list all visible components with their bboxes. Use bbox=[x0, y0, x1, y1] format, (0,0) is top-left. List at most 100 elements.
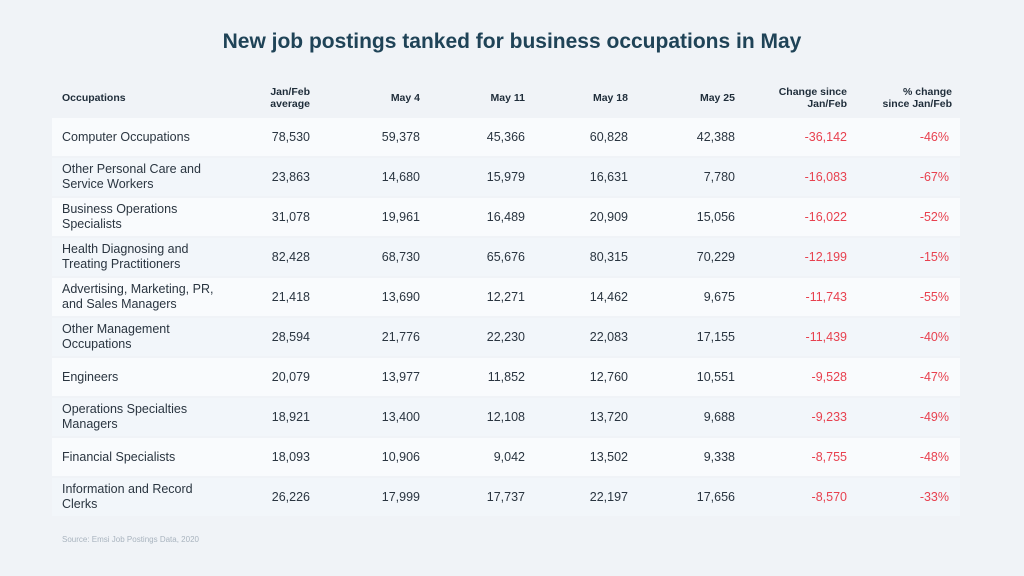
cell-occupation: Business Operations Specialists bbox=[62, 198, 232, 236]
cell-may18: 20,909 bbox=[589, 209, 628, 224]
header-may18: May 18 bbox=[592, 92, 628, 104]
cell-pct: -47% bbox=[919, 369, 949, 384]
cell-pct: -48% bbox=[919, 449, 949, 464]
cell-occupation: Engineers bbox=[62, 358, 232, 396]
header-change-line1: Change since bbox=[778, 86, 847, 98]
occupation-line: Engineers bbox=[62, 369, 119, 384]
cell-may25: 9,688 bbox=[703, 409, 735, 424]
cell-may25: 42,388 bbox=[696, 129, 735, 144]
cell-change: -9,528 bbox=[811, 369, 847, 384]
cell-may18: 60,828 bbox=[589, 129, 628, 144]
cell-occupation: Financial Specialists bbox=[62, 438, 232, 476]
cell-occupation: Advertising, Marketing, PR, and Sales Man… bbox=[62, 278, 232, 316]
occupation-line: Other Personal Care and bbox=[62, 162, 201, 176]
cell-occupation: Operations Specialties Managers bbox=[62, 398, 232, 436]
cell-janfeb: 31,078 bbox=[271, 209, 310, 224]
table-row: Other Management Occupations 28,594 21,776 2… bbox=[52, 318, 960, 358]
cell-may18: 13,720 bbox=[589, 409, 628, 424]
cell-may4: 10,906 bbox=[381, 449, 420, 464]
cell-may25: 17,155 bbox=[696, 329, 735, 344]
cell-may4: 59,378 bbox=[381, 129, 420, 144]
cell-janfeb: 23,863 bbox=[271, 169, 310, 184]
table-header: Occupations Jan/Feb average May 4 May 11 … bbox=[52, 78, 960, 118]
occupation-line: Business Operations bbox=[62, 202, 178, 216]
cell-pct: -52% bbox=[919, 209, 949, 224]
cell-may25: 10,551 bbox=[696, 369, 735, 384]
cell-may25: 15,056 bbox=[696, 209, 735, 224]
header-may4: May 4 bbox=[390, 92, 420, 104]
cell-pct: -46% bbox=[919, 129, 949, 144]
header-janfeb-line1: Jan/Feb bbox=[270, 86, 310, 98]
cell-change: -9,233 bbox=[811, 409, 847, 424]
occupation-line: Computer Occupations bbox=[62, 129, 190, 144]
cell-may25: 70,229 bbox=[696, 249, 735, 264]
cell-pct: -33% bbox=[919, 489, 949, 504]
cell-pct: -49% bbox=[919, 409, 949, 424]
cell-may18: 14,462 bbox=[589, 289, 628, 304]
cell-may25: 9,338 bbox=[703, 449, 735, 464]
occupation-line: Managers bbox=[62, 417, 118, 431]
cell-occupation: Other Personal Care and Service Workers bbox=[62, 158, 232, 196]
header-occupations: Occupations bbox=[62, 92, 126, 104]
cell-janfeb: 18,093 bbox=[271, 449, 310, 464]
header-change-line2: Jan/Feb bbox=[807, 98, 847, 110]
occupation-line: Financial Specialists bbox=[62, 449, 176, 464]
cell-may18: 13,502 bbox=[589, 449, 628, 464]
occupation-line: Specialists bbox=[62, 217, 122, 231]
cell-janfeb: 78,530 bbox=[271, 129, 310, 144]
occupation-line: Advertising, Marketing, PR, bbox=[62, 282, 214, 296]
cell-may11: 65,676 bbox=[486, 249, 525, 264]
cell-may18: 12,760 bbox=[589, 369, 628, 384]
source-note: Source: Emsi Job Postings Data, 2020 bbox=[62, 535, 199, 544]
occupation-line: Occupations bbox=[62, 337, 132, 351]
cell-may11: 15,979 bbox=[486, 169, 525, 184]
header-may25: May 25 bbox=[699, 92, 735, 104]
cell-may11: 17,737 bbox=[486, 489, 525, 504]
header-janfeb-line2: average bbox=[270, 98, 310, 110]
cell-change: -8,570 bbox=[811, 489, 847, 504]
occupation-line: Treating Practitioners bbox=[62, 257, 181, 271]
cell-may11: 12,108 bbox=[486, 409, 525, 424]
cell-pct: -40% bbox=[919, 329, 949, 344]
cell-janfeb: 28,594 bbox=[271, 329, 310, 344]
occupation-line: Health Diagnosing and bbox=[62, 242, 189, 256]
cell-change: -16,022 bbox=[804, 209, 847, 224]
cell-janfeb: 82,428 bbox=[271, 249, 310, 264]
cell-may11: 9,042 bbox=[493, 449, 525, 464]
table-row: Health Diagnosing and Treating Practition… bbox=[52, 238, 960, 278]
cell-may4: 13,400 bbox=[381, 409, 420, 424]
header-pct-line2: since Jan/Feb bbox=[882, 98, 952, 110]
cell-may4: 17,999 bbox=[381, 489, 420, 504]
header-may11: May 11 bbox=[490, 92, 525, 104]
header-janfeb: Jan/Feb average bbox=[232, 78, 310, 118]
cell-may18: 16,631 bbox=[589, 169, 628, 184]
cell-may11: 22,230 bbox=[486, 329, 525, 344]
cell-janfeb: 18,921 bbox=[271, 409, 310, 424]
cell-change: -36,142 bbox=[804, 129, 847, 144]
cell-may18: 22,083 bbox=[589, 329, 628, 344]
cell-pct: -15% bbox=[919, 249, 949, 264]
cell-change: -16,083 bbox=[804, 169, 847, 184]
cell-pct: -67% bbox=[919, 169, 949, 184]
table-row: Other Personal Care and Service Workers 23… bbox=[52, 158, 960, 198]
cell-may4: 13,690 bbox=[381, 289, 420, 304]
cell-may11: 12,271 bbox=[486, 289, 525, 304]
table-row: Financial Specialists 18,093 10,906 9,042 13… bbox=[52, 438, 960, 478]
cell-change: -11,743 bbox=[805, 289, 847, 304]
cell-occupation: Computer Occupations bbox=[62, 118, 232, 156]
occupation-line: Service Workers bbox=[62, 177, 154, 191]
cell-change: -8,755 bbox=[811, 449, 847, 464]
occupation-line: Information and Record bbox=[62, 482, 193, 496]
table-row: Advertising, Marketing, PR, and Sales Man… bbox=[52, 278, 960, 318]
cell-occupation: Other Management Occupations bbox=[62, 318, 232, 356]
cell-occupation: Health Diagnosing and Treating Practition… bbox=[62, 238, 232, 276]
header-pct-line1: % change bbox=[902, 86, 952, 98]
table-row: Business Operations Specialists 31,078 19,9… bbox=[52, 198, 960, 238]
header-pct: % change since Jan/Feb bbox=[852, 78, 952, 118]
cell-may18: 80,315 bbox=[589, 249, 628, 264]
cell-change: -11,439 bbox=[805, 329, 847, 344]
cell-may4: 21,776 bbox=[381, 329, 420, 344]
cell-may18: 22,197 bbox=[589, 489, 628, 504]
occupation-line: and Sales Managers bbox=[62, 297, 177, 311]
cell-change: -12,199 bbox=[804, 249, 847, 264]
